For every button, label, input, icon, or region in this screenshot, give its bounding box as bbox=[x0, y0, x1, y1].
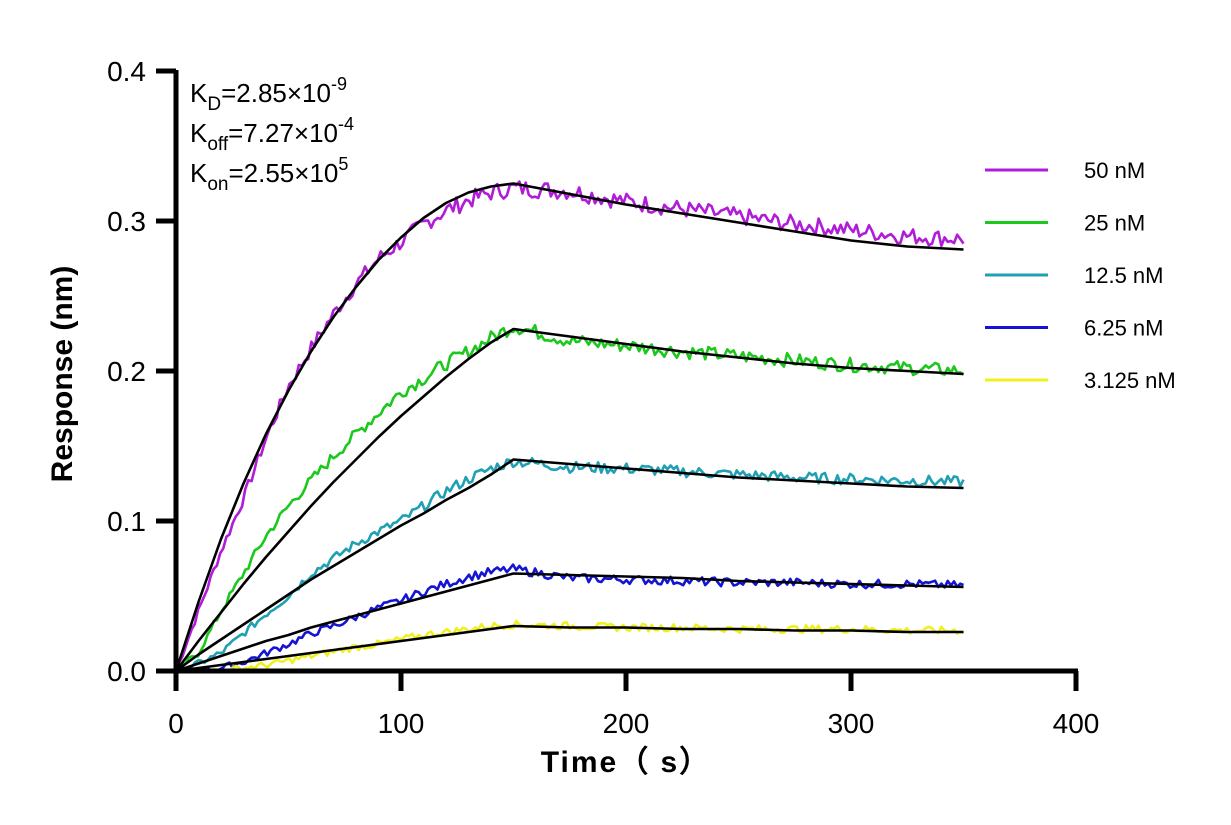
fit-line-50-nm bbox=[174, 182, 964, 672]
x-tick-label: 0 bbox=[168, 708, 184, 739]
fit-line-25-nm bbox=[174, 327, 964, 672]
legend-label-50-nm: 50 nM bbox=[1084, 158, 1145, 183]
legend-label-25-nm: 25 nM bbox=[1084, 211, 1145, 236]
y-tick-label: 0.4 bbox=[107, 56, 146, 87]
x-tick-label: 300 bbox=[828, 708, 875, 739]
x-tick-label: 100 bbox=[378, 708, 425, 739]
y-tick-label: 0.1 bbox=[107, 506, 146, 537]
legend-label-12-5-nm: 12.5 nM bbox=[1084, 263, 1164, 288]
legend-label-3-125-nm: 3.125 nM bbox=[1084, 368, 1176, 393]
x-tick-label: 400 bbox=[1053, 708, 1100, 739]
series-layer bbox=[174, 180, 965, 673]
series-line-50-nm bbox=[174, 180, 965, 672]
legend-label-6-25-nm: 6.25 nM bbox=[1084, 316, 1164, 341]
x-axis-title: Time（ s） bbox=[541, 745, 712, 779]
kinetic-constant-off: Koff=7.27×10-4 bbox=[190, 114, 354, 155]
fit-line-6-25-nm bbox=[175, 572, 964, 673]
fit-line-3-125-nm bbox=[175, 624, 964, 673]
y-axis-title: Response (nm) bbox=[46, 266, 79, 483]
x-tick-label: 200 bbox=[603, 708, 650, 739]
fit-layer bbox=[174, 182, 964, 673]
y-tick-label: 0.2 bbox=[107, 356, 146, 387]
fit-line-12-5-nm bbox=[175, 458, 964, 673]
kinetic-constant-d: KD=2.85×10-9 bbox=[190, 74, 347, 115]
legend: 50 nM 25 nM 12.5 nM 6.25 nM 3.125 nM bbox=[985, 158, 1176, 393]
y-tick-label: 0.3 bbox=[107, 206, 146, 237]
y-tick-label: 0.0 bbox=[107, 656, 146, 687]
series-line-25-nm bbox=[174, 323, 965, 671]
series-line-12-5-nm bbox=[175, 456, 965, 673]
axes-layer: 0 100 200 300 400 0.0 0.1 0.2 0.3 0.4 bbox=[107, 56, 1099, 739]
kinetic-constant-on: Kon=2.55×105 bbox=[190, 154, 348, 195]
